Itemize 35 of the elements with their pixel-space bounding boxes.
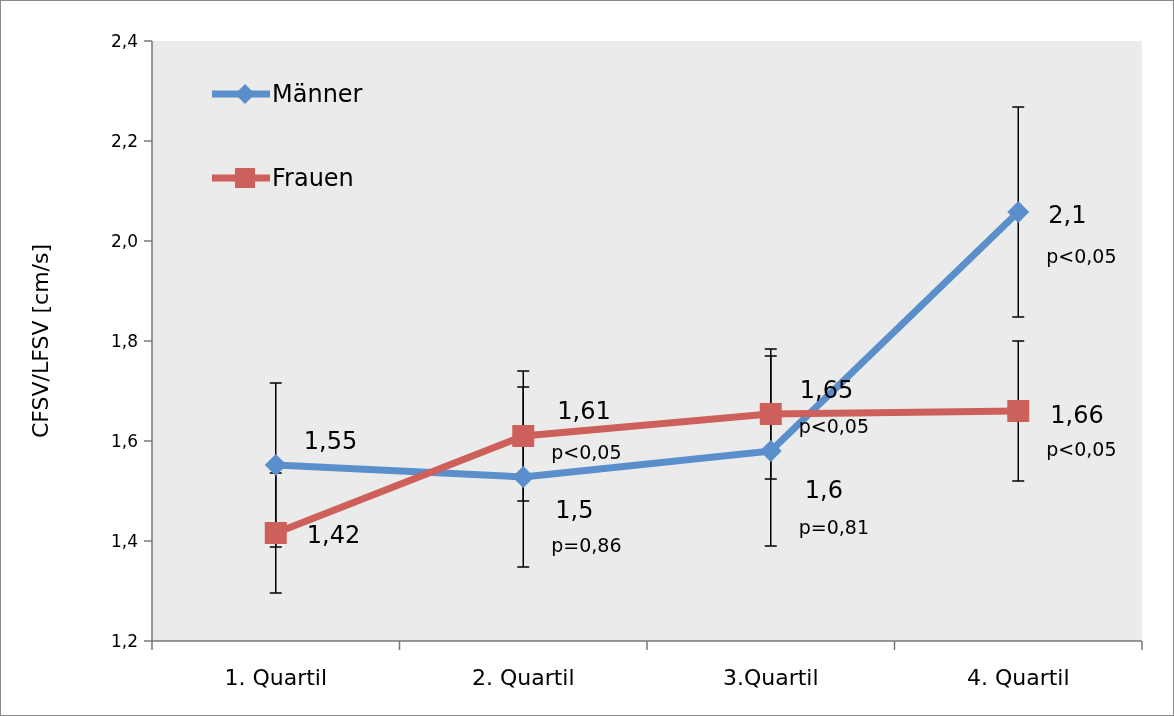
annotation: p<0,05 xyxy=(551,440,622,463)
point xyxy=(1007,201,1030,223)
y-tick-label: 1,8 xyxy=(110,330,138,351)
legend-label: Männer xyxy=(272,80,363,109)
data-label: 1,6 xyxy=(804,476,843,505)
x-tick-label: 2. Quartil xyxy=(471,665,575,690)
legend-label: Frauen xyxy=(272,164,354,193)
annotation: p<0,05 xyxy=(798,414,870,437)
x-tick-label: 3.Quartil xyxy=(722,665,819,690)
y-tick-label: 1,2 xyxy=(110,630,138,651)
point xyxy=(264,454,287,476)
y-axis-title: CFSV/LFSV [cm/s] xyxy=(28,243,53,439)
x-tick-label: 4. Quartil xyxy=(966,665,1070,690)
y-tick-label: 1,4 xyxy=(110,530,138,551)
y-tick-label: 1,6 xyxy=(110,430,138,451)
annotation: p=0,81 xyxy=(798,515,870,538)
data-label: 1,66 xyxy=(1050,401,1104,430)
annotation: p<0,05 xyxy=(1046,244,1117,267)
point xyxy=(264,522,287,544)
annotation: p<0,05 xyxy=(1046,437,1117,460)
data-label: 1,55 xyxy=(303,427,358,456)
point xyxy=(512,466,535,488)
data-label: 1,42 xyxy=(306,521,361,550)
data-label: 1,5 xyxy=(555,496,594,525)
point xyxy=(512,425,535,447)
data-label: 1,61 xyxy=(557,397,611,426)
y-tick-label: 2,4 xyxy=(110,30,138,51)
point xyxy=(759,440,782,462)
data-label: 2,1 xyxy=(1048,201,1087,230)
point xyxy=(759,403,782,425)
y-tick-label: 2,0 xyxy=(110,230,138,251)
annotation: p=0,86 xyxy=(551,533,622,556)
y-tick-label: 2,2 xyxy=(110,130,138,151)
point xyxy=(1007,400,1030,422)
x-tick-label: 1. Quartil xyxy=(224,665,328,690)
